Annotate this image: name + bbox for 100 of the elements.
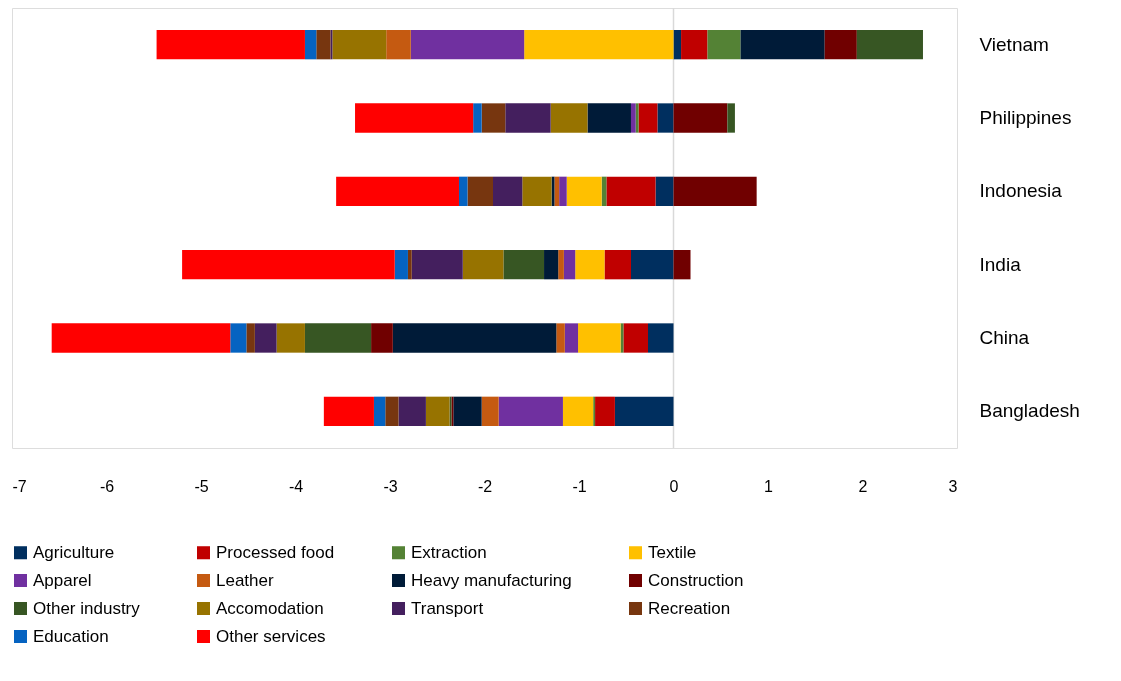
bar (411, 250, 463, 280)
bar (562, 396, 594, 426)
bar (51, 323, 231, 353)
x-tick-label: 1 (764, 477, 774, 495)
bar (856, 30, 923, 60)
x-tick-label: 3 (948, 477, 958, 495)
y-tick-label: Vietnam (979, 33, 1049, 55)
legend-label: Leather (216, 570, 274, 590)
x-tick-label: -5 (194, 477, 209, 495)
legend-label: Heavy manufacturing (411, 570, 572, 590)
bar (371, 323, 393, 353)
bar (323, 396, 374, 426)
bar (182, 250, 395, 280)
legend-label: Accomodation (216, 598, 324, 618)
y-tick-label: Indonesia (979, 180, 1063, 202)
bar (316, 30, 331, 60)
bar (230, 323, 247, 353)
bar (425, 396, 450, 426)
legend-label: Recreation (648, 598, 731, 618)
y-tick-label: Bangladesh (979, 400, 1080, 422)
x-tick-label: 2 (858, 477, 868, 495)
bar (563, 250, 576, 280)
bar (386, 30, 411, 60)
bar (481, 103, 506, 133)
bar (254, 323, 277, 353)
x-tick-label: -1 (572, 477, 587, 495)
bar (587, 103, 631, 133)
y-tick-label: Philippines (979, 107, 1072, 128)
bar (575, 250, 605, 280)
legend-label: Construction (648, 570, 744, 590)
legend-label: Other services (216, 626, 326, 646)
bar (410, 30, 525, 60)
bar (544, 250, 559, 280)
bar (373, 396, 386, 426)
bar (604, 250, 631, 280)
bar (566, 176, 602, 206)
bar (407, 250, 412, 280)
bar (493, 176, 523, 206)
bar (638, 103, 658, 133)
legend-label: Transport (411, 598, 484, 618)
bar (655, 176, 674, 206)
bar (558, 250, 564, 280)
x-tick-label: -2 (477, 477, 493, 495)
bar (355, 103, 474, 133)
bar (673, 103, 728, 133)
bar (630, 103, 636, 133)
bar (727, 103, 735, 133)
bar (707, 30, 741, 60)
bar (673, 176, 757, 206)
bar (462, 250, 504, 280)
legend-label: Textile (648, 542, 697, 562)
bar (304, 323, 372, 353)
x-tick-label: -4 (288, 477, 304, 495)
y-tick-label: India (979, 253, 1022, 275)
x-tick-label: 0 (669, 477, 679, 495)
bar (740, 30, 825, 60)
bar (246, 323, 255, 353)
bar (498, 396, 563, 426)
bar (824, 30, 857, 60)
bar (481, 396, 499, 426)
bar (647, 323, 674, 353)
bar (673, 30, 682, 60)
bar (578, 323, 621, 353)
legend-label: Extraction (411, 542, 487, 562)
bar (550, 103, 588, 133)
bar (524, 30, 674, 60)
legend-label: Other industry (33, 598, 141, 618)
bar (398, 396, 426, 426)
bar (385, 396, 399, 426)
bar (559, 176, 567, 206)
legend-label: Apparel (33, 570, 92, 590)
bar (276, 323, 305, 353)
bar (503, 250, 545, 280)
x-tick-label: -3 (383, 477, 398, 495)
bar (556, 323, 565, 353)
bar (458, 176, 468, 206)
bar (394, 250, 408, 280)
legend-label: Agriculture (33, 542, 115, 562)
bar (554, 176, 560, 206)
bar (332, 30, 387, 60)
bar (673, 250, 691, 280)
bar (467, 176, 494, 206)
bar (595, 396, 615, 426)
x-tick-label: -6 (99, 477, 115, 495)
bar (522, 176, 552, 206)
bar (505, 103, 551, 133)
bar (657, 103, 674, 133)
bar (156, 30, 305, 60)
legend-label: Processed food (216, 542, 335, 562)
bar (623, 323, 648, 353)
bar (614, 396, 674, 426)
bar (304, 30, 317, 60)
bar (681, 30, 708, 60)
bar (606, 176, 656, 206)
bar (473, 103, 482, 133)
bar (392, 323, 557, 353)
bar (564, 323, 579, 353)
bar (635, 103, 639, 133)
bar (453, 396, 482, 426)
bar (336, 176, 459, 206)
